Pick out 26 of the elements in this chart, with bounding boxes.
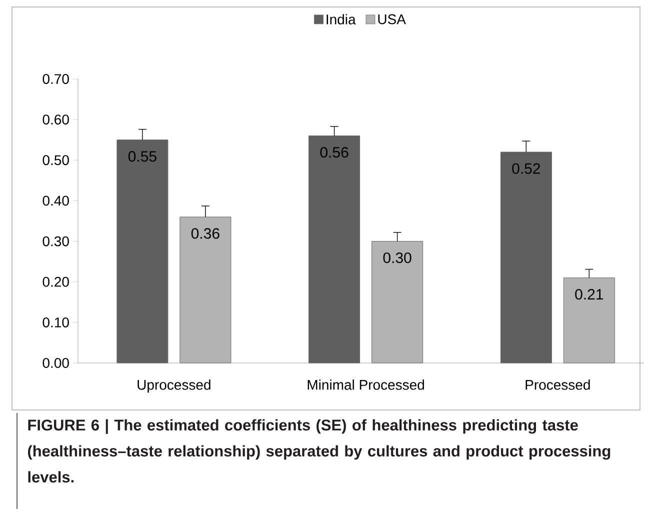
bar [372, 241, 424, 364]
x-tick-label: Uprocessed [138, 380, 210, 393]
data-label: 0.52 [512, 163, 540, 174]
data-label: 0.36 [191, 228, 220, 239]
data-label: 0.30 [383, 252, 412, 264]
caption: FIGURE 6 | The estimated coefficients (SE) of healthiness predicting taste (healthiness–taste relationship) separated by cultures and product processing levels. [28, 419, 610, 483]
legend-label: USA [378, 14, 406, 24]
bar [563, 278, 615, 364]
y-tick-label: 0.40 [42, 196, 69, 206]
x-tick-label: Minimal Processed [308, 380, 424, 390]
data-label: 0.21 [575, 288, 604, 300]
y-tick-label: 0.70 [42, 74, 69, 84]
y-tick-label: 0.60 [42, 114, 69, 125]
bar [180, 216, 232, 364]
x-tick-label: Processed [526, 380, 590, 390]
bar [500, 152, 552, 364]
y-tick-label: 0.10 [42, 317, 69, 328]
legend-label: India [326, 14, 356, 24]
y-tick-label: 0.20 [42, 276, 69, 287]
data-label: 0.56 [320, 147, 348, 158]
y-tick-label: 0.30 [42, 236, 69, 246]
y-tick-label: 0.50 [42, 155, 69, 166]
bar [116, 140, 168, 364]
y-tick-label: 0.00 [42, 358, 69, 368]
data-label: 0.55 [128, 151, 156, 162]
bar [308, 136, 360, 364]
